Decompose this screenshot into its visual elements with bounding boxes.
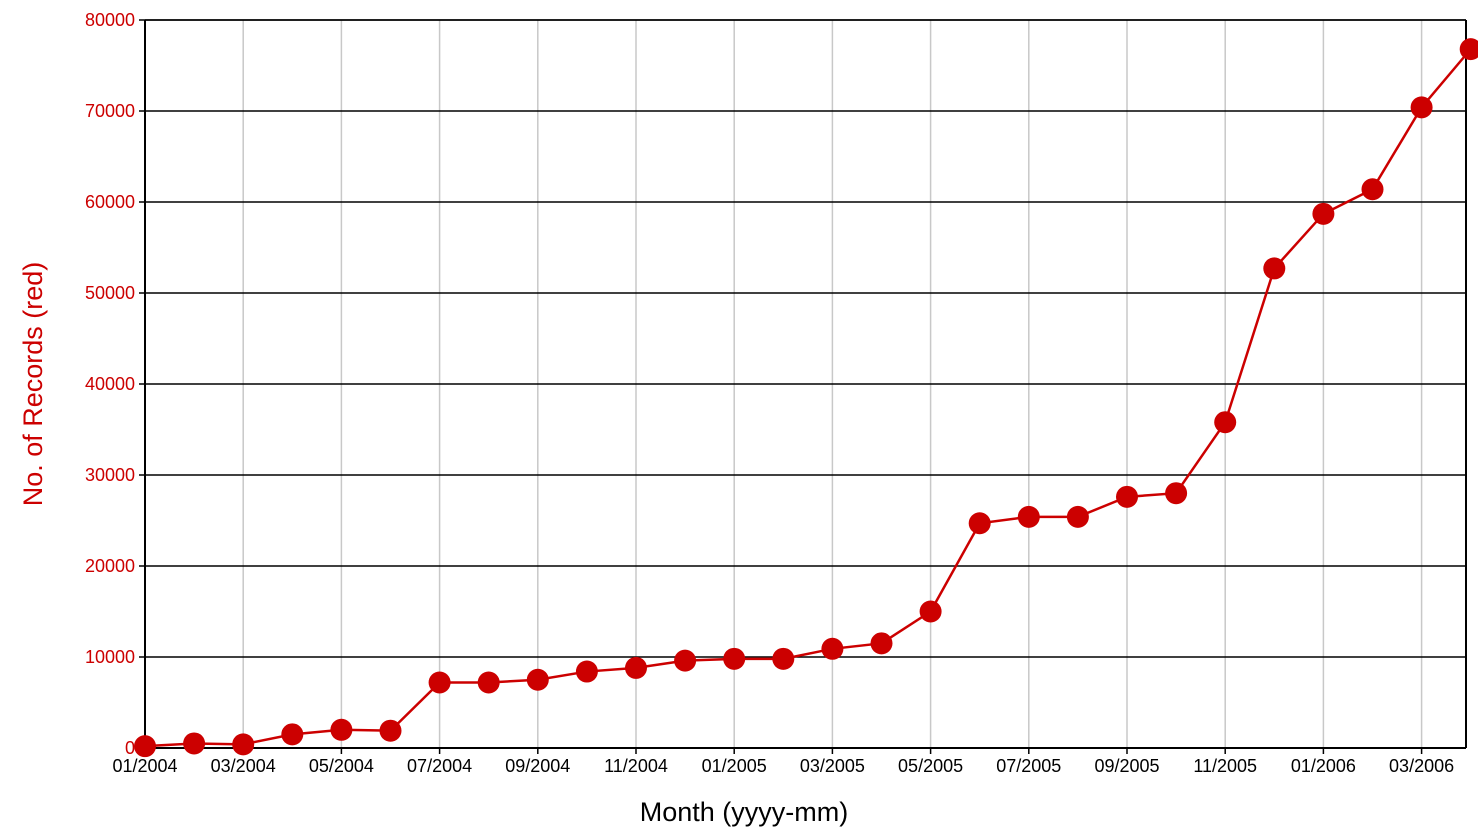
y-axis-label: No. of Records (red) bbox=[18, 262, 48, 507]
x-tick-label: 07/2005 bbox=[996, 756, 1061, 776]
x-tick-label: 05/2005 bbox=[898, 756, 963, 776]
x-tick-label: 11/2004 bbox=[604, 756, 668, 776]
y-tick-label: 80000 bbox=[85, 10, 135, 30]
x-tick-label: 03/2004 bbox=[211, 756, 276, 776]
data-point bbox=[1410, 96, 1433, 119]
x-tick-label: 11/2005 bbox=[1193, 756, 1257, 776]
x-tick-label: 03/2006 bbox=[1389, 756, 1454, 776]
y-tick-label: 30000 bbox=[85, 465, 135, 485]
data-point bbox=[232, 733, 255, 756]
data-point bbox=[1312, 202, 1335, 225]
data-point bbox=[870, 632, 893, 655]
data-point bbox=[968, 512, 991, 535]
data-point bbox=[1066, 505, 1089, 528]
x-tick-label: 09/2004 bbox=[505, 756, 570, 776]
data-point bbox=[134, 735, 156, 758]
data-point bbox=[1361, 178, 1384, 201]
x-tick-label: 05/2004 bbox=[309, 756, 374, 776]
data-point bbox=[772, 647, 795, 670]
data-point bbox=[821, 637, 844, 660]
y-tick-label: 0 bbox=[125, 738, 135, 758]
data-point bbox=[674, 649, 697, 672]
x-tick-label: 01/2005 bbox=[702, 756, 767, 776]
x-tick-labels: 01/2004 03/2004 05/2004 07/2004 09/2004 11/20… bbox=[112, 756, 1454, 776]
x-tick-label: 07/2004 bbox=[407, 756, 472, 776]
x-tick-label: 09/2005 bbox=[1094, 756, 1159, 776]
y-tick-label: 60000 bbox=[85, 192, 135, 212]
data-point bbox=[919, 600, 942, 623]
y-tick-labels: 0 10000 20000 30000 40000 50000 60000 70000 8000… bbox=[85, 10, 135, 758]
data-point bbox=[1214, 411, 1237, 434]
data-point bbox=[1017, 505, 1040, 528]
horizontal-gridlines bbox=[145, 19, 1466, 658]
data-point bbox=[625, 656, 647, 679]
y-tick-label: 20000 bbox=[85, 556, 135, 576]
series-line bbox=[144, 48, 1472, 748]
data-point bbox=[526, 668, 549, 691]
data-point bbox=[723, 647, 746, 670]
data-point bbox=[1165, 482, 1188, 505]
data-point bbox=[575, 660, 598, 683]
y-tick-label: 10000 bbox=[85, 647, 135, 667]
data-point bbox=[477, 671, 500, 694]
y-tick-label: 40000 bbox=[85, 374, 135, 394]
data-point bbox=[183, 732, 206, 755]
data-point bbox=[330, 718, 353, 741]
data-point bbox=[428, 671, 451, 694]
data-point bbox=[281, 723, 304, 746]
series-records bbox=[134, 38, 1478, 758]
data-point bbox=[1459, 38, 1478, 61]
x-axis-label: Month (yyyy-mm) bbox=[640, 797, 849, 827]
x-tick-label: 01/2006 bbox=[1291, 756, 1356, 776]
data-point bbox=[1263, 257, 1286, 280]
y-tick-label: 70000 bbox=[85, 101, 135, 121]
axes bbox=[139, 19, 1467, 754]
data-point bbox=[379, 719, 402, 742]
x-tick-label: 01/2004 bbox=[112, 756, 177, 776]
data-point bbox=[1116, 485, 1138, 508]
y-tick-label: 50000 bbox=[85, 283, 135, 303]
x-tick-label: 03/2005 bbox=[800, 756, 865, 776]
